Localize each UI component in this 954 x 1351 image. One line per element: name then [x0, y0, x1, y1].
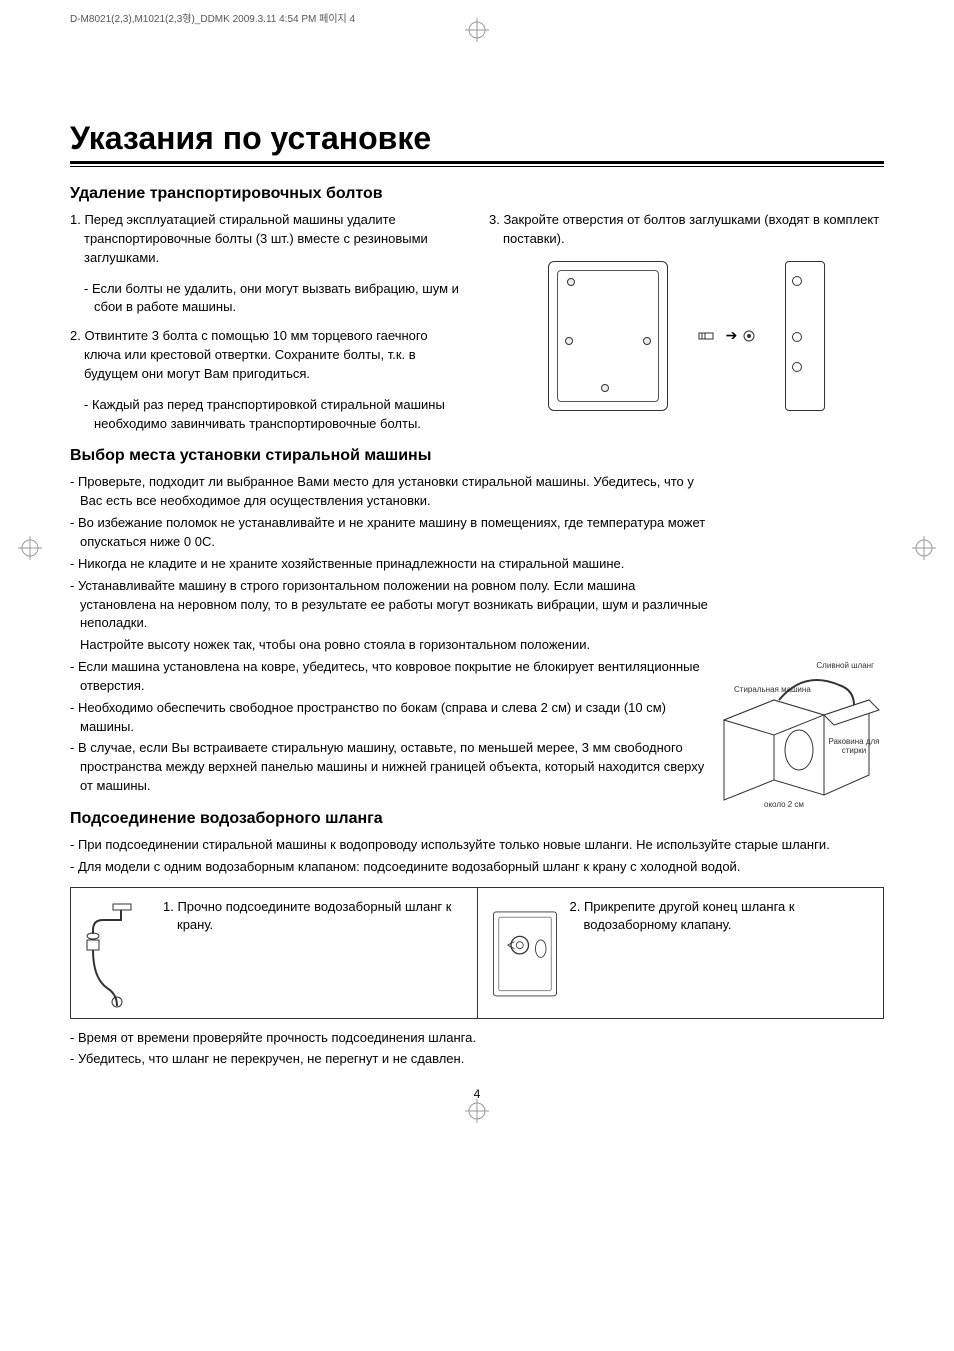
crop-mark-bottom	[465, 1099, 489, 1123]
sec3-bullet-post: - Время от времени проверяйте прочность …	[70, 1029, 884, 1048]
sec2-bullet: - Если машина установлена на ковре, убед…	[70, 658, 710, 696]
title-rule-thin	[70, 166, 884, 167]
section1-heading: Удаление транспортировочных болтов	[70, 185, 884, 203]
sec2-bullet: - Во избежание поломок не устанавливайте…	[70, 514, 710, 552]
sec3-bullet-post: - Убедитесь, что шланг не перекручен, не…	[70, 1050, 884, 1069]
section3-heading: Подсоединение водозаборного шланга	[70, 810, 884, 828]
diag-label-washer: Стиральная машина	[734, 686, 811, 695]
diag-label-drain: Сливной шланг	[816, 662, 874, 671]
bolt-removal-diagram	[489, 261, 884, 411]
sec1-item2: 2. Отвинтите 3 болта с помощью 10 мм тор…	[70, 327, 465, 384]
sec2-bullet: - Устанавливайте машину в строго горизон…	[70, 577, 710, 634]
faucet-hose-icon	[83, 898, 153, 1008]
sec1-item2-sub: - Каждый раз перед транспортировкой стир…	[70, 396, 465, 434]
sec3-bullet-pre: - При подсоединении стиральной машины к …	[70, 836, 884, 855]
crop-mark-top	[465, 18, 489, 42]
diag-label-sink: Раковина для стирки	[824, 738, 884, 756]
diag-label-gap: около 2 см	[764, 801, 804, 810]
washer-valve-icon	[490, 898, 560, 1008]
sec2-bullet: - Никогда не кладите и не храните хозяйс…	[70, 555, 710, 574]
hose-step1-text: 1. Прочно подсоедините водозаборный шлан…	[163, 898, 465, 934]
sec2-bullet: - В случае, если Вы встраиваете стиральн…	[70, 739, 710, 796]
hose-steps-table: 1. Прочно подсоедините водозаборный шлан…	[70, 887, 884, 1019]
sec3-bullet-pre: - Для модели с одним водозаборным клапан…	[70, 858, 884, 877]
crop-mark-left	[18, 536, 42, 560]
sec1-item1-sub: - Если болты не удалить, они могут вызва…	[70, 280, 465, 318]
sec2-bullet-cont: Настройте высоту ножек так, чтобы она ро…	[70, 636, 710, 655]
print-header-stamp: D-M8021(2,3),M1021(2,3형)_DDMK 2009.3.11 …	[70, 10, 355, 25]
hose-step2-text: 2. Прикрепите другой конец шланга к водо…	[570, 898, 872, 934]
crop-mark-right	[912, 536, 936, 560]
placement-diagram: Сливной шланг Стиральная машина Раковина…	[704, 660, 884, 810]
sec1-item1: 1. Перед эксплуатацией стиральной машины…	[70, 211, 465, 268]
sec2-bullet: - Проверьте, подходит ли выбранное Вами …	[70, 473, 710, 511]
sec1-item3: 3. Закройте отверстия от болтов заглушка…	[489, 211, 884, 249]
section2-heading: Выбор места установки стиральной машины	[70, 447, 884, 465]
title-rule-thick	[70, 161, 884, 164]
page-title: Указания по установке	[70, 120, 884, 157]
sec2-bullet: - Необходимо обеспечить свободное простр…	[70, 699, 710, 737]
